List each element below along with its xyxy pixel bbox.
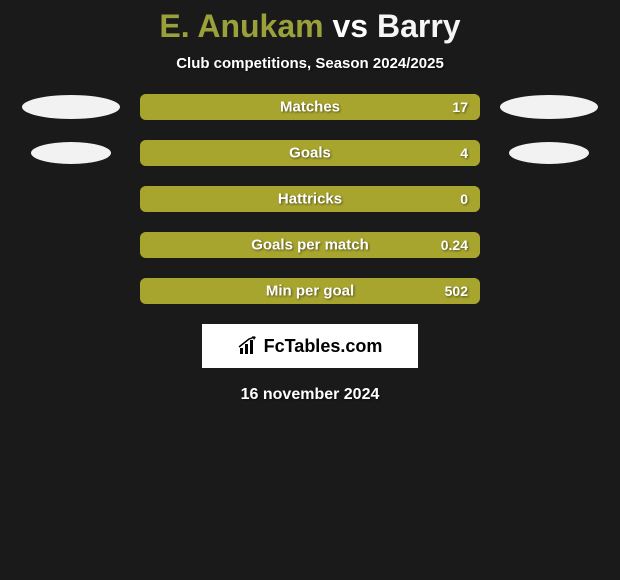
- subtitle: Club competitions, Season 2024/2025: [0, 55, 620, 72]
- player1-oval: [22, 95, 120, 119]
- stat-bar: Min per goal 502: [140, 278, 480, 304]
- page-title: E. Anukam vs Barry: [0, 8, 620, 45]
- stat-bar: Goals per match 0.24: [140, 232, 480, 258]
- stat-label: Goals per match: [251, 237, 369, 254]
- player2-oval: [500, 95, 598, 119]
- stat-value: 0.24: [441, 237, 468, 253]
- date-text: 16 november 2024: [0, 386, 620, 404]
- stat-bar: Goals 4: [140, 140, 480, 166]
- stats-list: Matches 17 Goals 4 Hattricks 0 Goals per match…: [0, 94, 620, 304]
- stat-value: 502: [445, 283, 468, 299]
- logo-box[interactable]: FcTables.com: [202, 324, 418, 368]
- bar-chart-icon: [238, 336, 260, 356]
- stat-row: Min per goal 502: [0, 278, 620, 304]
- stat-value: 17: [452, 99, 468, 115]
- stat-label: Goals: [289, 145, 331, 162]
- stat-row: Goals per match 0.24: [0, 232, 620, 258]
- stat-bar: Hattricks 0: [140, 186, 480, 212]
- stat-value: 0: [460, 191, 468, 207]
- logo-text: FcTables.com: [264, 336, 383, 357]
- stat-label: Matches: [280, 99, 340, 116]
- stat-label: Min per goal: [266, 283, 354, 300]
- stat-row: Goals 4: [0, 140, 620, 166]
- player1-oval: [31, 142, 111, 164]
- player2-oval: [509, 142, 589, 164]
- stat-bar: Matches 17: [140, 94, 480, 120]
- stat-row: Matches 17: [0, 94, 620, 120]
- stat-value: 4: [460, 145, 468, 161]
- comparison-card: E. Anukam vs Barry Club competitions, Se…: [0, 0, 620, 404]
- stat-label: Hattricks: [278, 191, 342, 208]
- player1-name: E. Anukam: [159, 8, 323, 44]
- player2-name: Barry: [377, 8, 461, 44]
- vs-text: vs: [332, 8, 368, 44]
- stat-row: Hattricks 0: [0, 186, 620, 212]
